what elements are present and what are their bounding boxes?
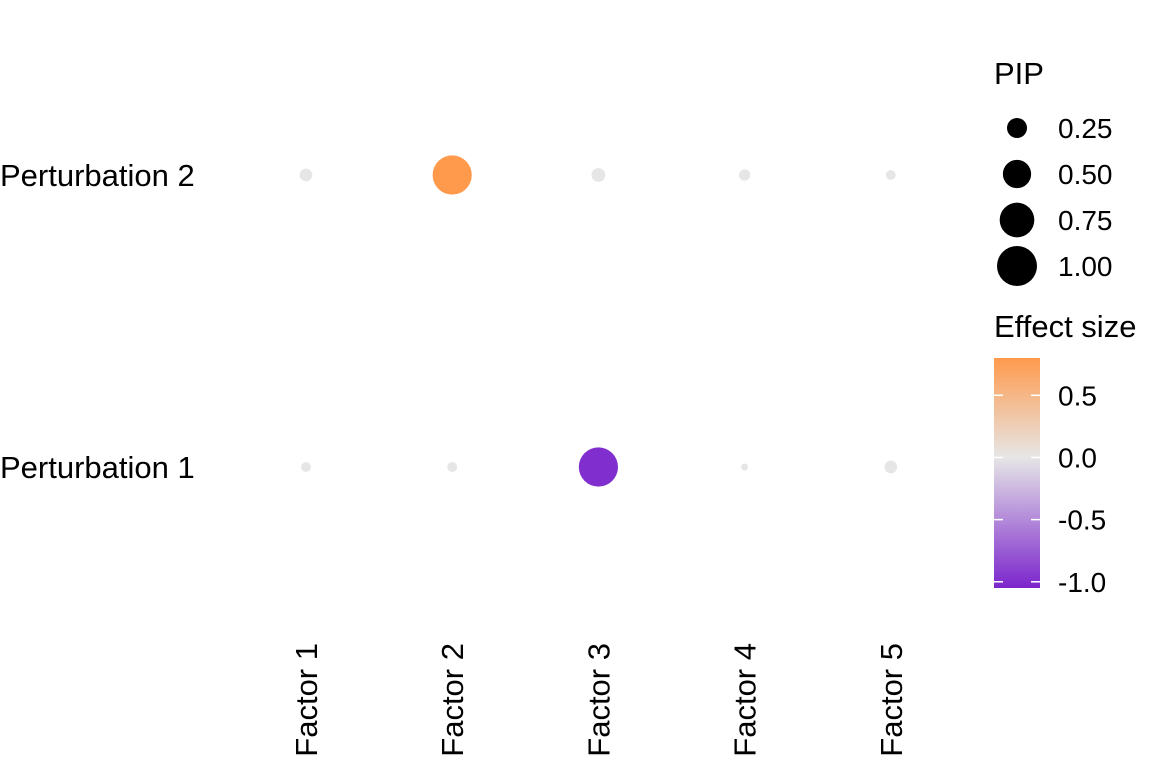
- data-point: [738, 169, 751, 181]
- data-point: [301, 462, 311, 472]
- y-tick-label: Perturbation 1: [0, 450, 195, 485]
- colorbar-tick-label: -1.0: [1058, 567, 1106, 598]
- x-axis-tick-labels: Factor 1 Factor 2 Factor 3 Factor 4 Factor 5: [289, 643, 909, 757]
- data-point: [432, 155, 472, 195]
- x-tick-label: Factor 5: [874, 643, 909, 757]
- points-layer: [299, 155, 898, 487]
- x-tick-label: Factor 3: [581, 643, 616, 757]
- size-legend-label: 0.25: [1058, 113, 1113, 144]
- data-point: [578, 447, 619, 487]
- data-point: [591, 168, 606, 182]
- effect-size-colorbar: [994, 358, 1040, 588]
- size-legend: PIP 0.25 0.50 0.75 1.00: [994, 56, 1113, 286]
- color-legend: Effect size 0.5 0.0 -0.5 -1.0: [994, 309, 1136, 598]
- size-legend-label: 1.00: [1058, 251, 1113, 282]
- colorbar-tick-label: -0.5: [1058, 505, 1106, 536]
- size-legend-key: [1007, 118, 1027, 138]
- data-point: [885, 170, 896, 180]
- size-legend-label: 0.75: [1058, 205, 1113, 236]
- y-axis-tick-labels: Perturbation 1 Perturbation 2: [0, 158, 195, 485]
- colorbar-tick-label: 0.0: [1058, 442, 1097, 473]
- data-point: [741, 463, 749, 471]
- size-legend-key: [999, 202, 1035, 238]
- x-tick-label: Factor 1: [289, 643, 324, 757]
- colorbar-tick-label: 0.5: [1058, 380, 1097, 411]
- data-point: [299, 168, 313, 182]
- x-tick-label: Factor 4: [728, 643, 763, 757]
- size-legend-label: 0.50: [1058, 159, 1113, 190]
- y-tick-label: Perturbation 2: [0, 158, 195, 193]
- size-legend-title: PIP: [994, 56, 1044, 91]
- data-point: [447, 462, 458, 472]
- x-tick-label: Factor 2: [435, 643, 470, 757]
- color-legend-title: Effect size: [994, 309, 1136, 344]
- size-legend-key: [1002, 159, 1032, 189]
- data-point: [884, 460, 898, 474]
- size-legend-key: [997, 246, 1037, 286]
